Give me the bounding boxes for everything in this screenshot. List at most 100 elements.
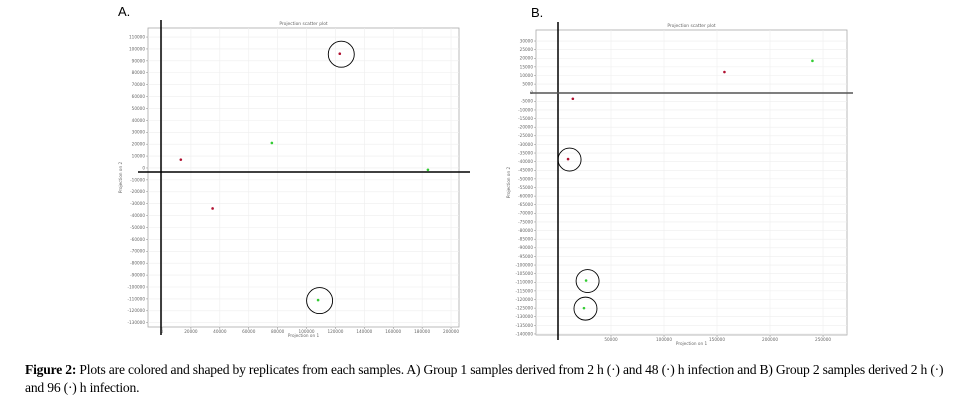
y-tick-label: 20000 bbox=[132, 142, 146, 147]
y-tick-label: 5000 bbox=[522, 82, 533, 87]
data-point-48h bbox=[426, 168, 430, 172]
y-tick-label: -70000 bbox=[130, 249, 145, 254]
data-point-96h bbox=[811, 59, 814, 63]
y-tick-label: -65000 bbox=[518, 202, 533, 207]
y-tick-label: -120000 bbox=[516, 297, 534, 302]
y-tick-label: -80000 bbox=[130, 261, 145, 266]
x-tick-label: 160000 bbox=[385, 329, 401, 334]
y-tick-label: -45000 bbox=[518, 168, 533, 173]
y-tick-label: -35000 bbox=[518, 150, 533, 155]
y-tick-label: -130000 bbox=[516, 314, 534, 319]
caption-label: Figure 2: bbox=[25, 362, 77, 377]
x-tick-label: 40000 bbox=[213, 329, 227, 334]
data-point-96h bbox=[582, 306, 586, 310]
y-tick-label: 20000 bbox=[520, 56, 534, 61]
y-tick-label: -30000 bbox=[130, 201, 145, 206]
x-tick-label: 100000 bbox=[656, 337, 672, 342]
x-tick-label: 150000 bbox=[709, 337, 725, 342]
caption-text: Plots are colored and shaped by replicat… bbox=[25, 362, 944, 395]
figure-caption: Figure 2: Plots are colored and shaped b… bbox=[25, 361, 950, 397]
x-tick-label: 250000 bbox=[815, 337, 831, 342]
x-tick-label: 100000 bbox=[299, 329, 315, 334]
data-point-96h bbox=[584, 279, 588, 282]
y-tick-label: -110000 bbox=[516, 280, 534, 285]
x-tick-label: 20000 bbox=[184, 329, 198, 334]
x-tick-label: 50000 bbox=[604, 337, 618, 342]
data-point-2h bbox=[723, 70, 726, 74]
x-tick-label: 200000 bbox=[762, 337, 778, 342]
y-tick-label: 80000 bbox=[132, 70, 146, 75]
highlight-circle bbox=[557, 147, 582, 172]
y-tick-label: -125000 bbox=[516, 306, 534, 311]
x-tick-label: 200000 bbox=[443, 329, 459, 334]
y-tick-label: -40000 bbox=[518, 159, 533, 164]
y-tick-label: 90000 bbox=[132, 58, 146, 63]
y-axis-label: Projection on 2 bbox=[118, 162, 123, 194]
y-tick-label: -60000 bbox=[518, 194, 533, 199]
y-tick-label: 25000 bbox=[520, 47, 534, 52]
y-tick-label: -95000 bbox=[518, 254, 533, 259]
figure-panels: A. Projection scatter plot 0 20000 40000 6000… bbox=[118, 4, 853, 346]
y-tick-label: 60000 bbox=[132, 94, 146, 99]
data-point-48h bbox=[270, 141, 274, 145]
chart-title: Projection scatter plot bbox=[279, 21, 328, 27]
y-tick-label: -90000 bbox=[130, 273, 145, 278]
y-tick-label: -10000 bbox=[130, 177, 145, 182]
y-tick-label: -140000 bbox=[516, 331, 534, 336]
panel-label: B. bbox=[531, 5, 543, 20]
x-tick-label: 180000 bbox=[414, 329, 430, 334]
y-tick-label: 10000 bbox=[520, 73, 534, 78]
y-tick-label: -55000 bbox=[518, 185, 533, 190]
highlight-circle bbox=[327, 40, 355, 68]
y-tick-label: 40000 bbox=[132, 118, 146, 123]
y-tick-label: -25000 bbox=[518, 133, 533, 138]
x-tick-label: 140000 bbox=[356, 329, 372, 334]
x-tick-label: 60000 bbox=[242, 329, 256, 334]
data-point-2h bbox=[338, 52, 342, 56]
panel-label: A. bbox=[118, 4, 130, 19]
y-tick-label: -135000 bbox=[516, 323, 534, 328]
data-point-2h bbox=[179, 158, 183, 161]
data-point-2h bbox=[211, 207, 214, 210]
x-tick-label: 80000 bbox=[271, 329, 285, 334]
highlight-circle bbox=[306, 287, 334, 315]
y-tick-label: -20000 bbox=[518, 125, 533, 130]
y-tick-label: 50000 bbox=[132, 106, 146, 111]
x-tick-label: 120000 bbox=[327, 329, 343, 334]
y-tick-label: 30000 bbox=[132, 130, 146, 135]
y-tick-label: -10000 bbox=[518, 107, 533, 112]
y-tick-label: -70000 bbox=[518, 211, 533, 216]
y-tick-label: -60000 bbox=[130, 237, 145, 242]
x-axis-label: Projection on 1 bbox=[288, 333, 320, 338]
chart-title: Projection scatter plot bbox=[667, 23, 716, 29]
y-axis-label: Projection on 2 bbox=[506, 167, 511, 199]
y-tick-label: 100000 bbox=[129, 46, 145, 51]
y-tick-label: 30000 bbox=[520, 38, 534, 43]
y-tick-label: -30000 bbox=[518, 142, 533, 147]
x-tick-label: 0 bbox=[161, 329, 164, 334]
x-axis-label: Projection on 1 bbox=[676, 341, 708, 346]
y-tick-label: 10000 bbox=[132, 153, 146, 158]
data-point-2h bbox=[566, 157, 570, 161]
y-tick-label: -100000 bbox=[128, 284, 146, 289]
y-tick-label: -115000 bbox=[516, 288, 534, 293]
y-tick-label: -120000 bbox=[128, 308, 146, 313]
y-tick-label: -80000 bbox=[518, 228, 533, 233]
panel-a-scatter-plot: A. Projection scatter plot 0 20000 40000 6000… bbox=[118, 4, 470, 338]
y-tick-label: -50000 bbox=[518, 176, 533, 181]
y-tick-label: 70000 bbox=[132, 82, 146, 87]
y-tick-label: -105000 bbox=[516, 271, 534, 276]
highlight-circle bbox=[573, 296, 598, 321]
y-tick-label: -20000 bbox=[130, 189, 145, 194]
y-tick-label: -100000 bbox=[516, 262, 534, 267]
plot-frame bbox=[535, 29, 848, 336]
highlight-circle bbox=[575, 269, 600, 293]
y-tick-label: -40000 bbox=[130, 213, 145, 218]
y-tick-label: -90000 bbox=[518, 245, 533, 250]
y-tick-label: -15000 bbox=[518, 116, 533, 121]
y-tick-label: 0 bbox=[142, 165, 145, 170]
y-tick-label: -50000 bbox=[130, 225, 145, 230]
data-point-2h bbox=[571, 97, 575, 101]
y-tick-label: 110000 bbox=[129, 34, 145, 39]
panel-b-scatter-plot: B. Projection scatter plot 50000 100000 1500… bbox=[506, 5, 853, 346]
